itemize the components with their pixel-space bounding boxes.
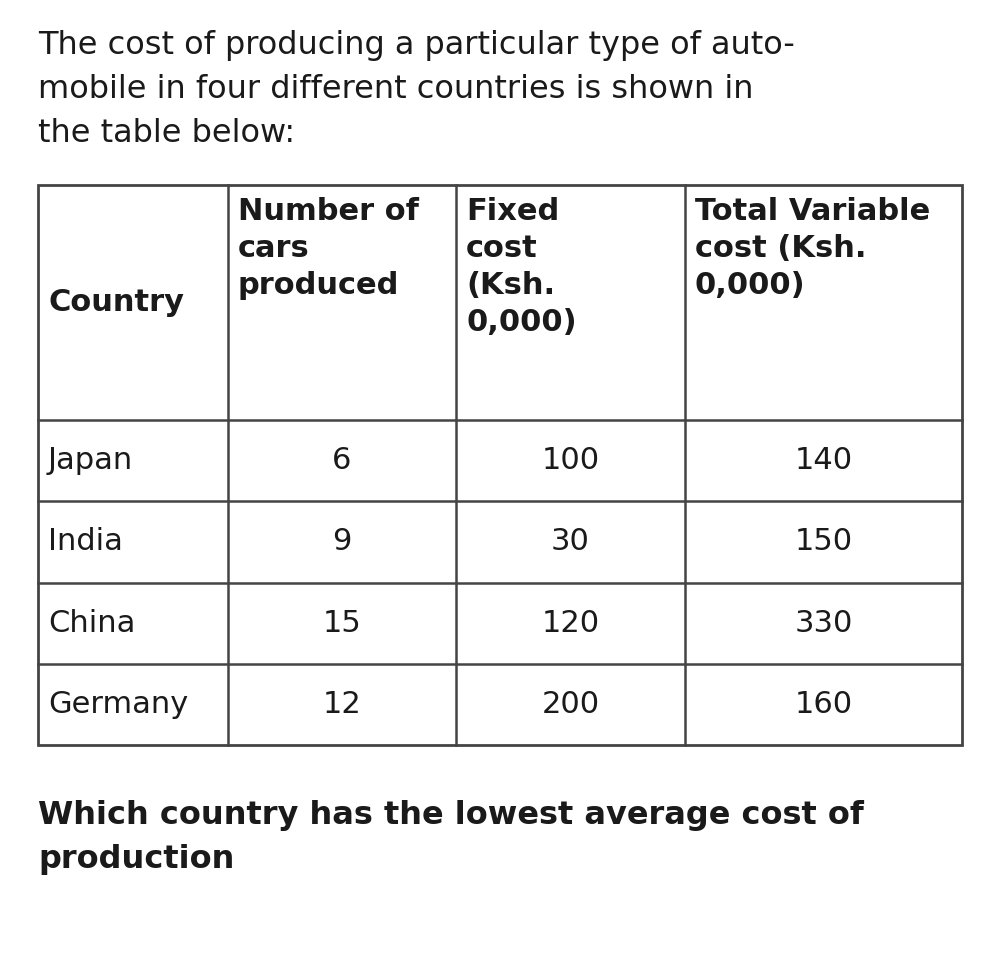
Text: 200: 200	[541, 690, 600, 719]
Text: Country: Country	[48, 288, 184, 317]
Text: 330: 330	[794, 609, 853, 638]
Text: Germany: Germany	[48, 690, 188, 719]
Text: 150: 150	[794, 527, 852, 556]
Text: 160: 160	[794, 690, 852, 719]
Text: 30: 30	[551, 527, 590, 556]
Text: 100: 100	[541, 446, 600, 475]
Text: The cost of producing a particular type of auto-
mobile in four different countr: The cost of producing a particular type …	[38, 30, 795, 150]
Text: India: India	[48, 527, 123, 556]
Text: Which country has the lowest average cost of
production: Which country has the lowest average cos…	[38, 800, 864, 875]
Text: 9: 9	[332, 527, 352, 556]
Text: China: China	[48, 609, 135, 638]
Text: Fixed
cost
(Ksh.
0,000): Fixed cost (Ksh. 0,000)	[466, 197, 577, 337]
Text: 140: 140	[794, 446, 852, 475]
Text: Total Variable
cost (Ksh.
0,000): Total Variable cost (Ksh. 0,000)	[695, 197, 930, 300]
Bar	[38, 185, 962, 745]
Text: 120: 120	[541, 609, 600, 638]
Text: 15: 15	[323, 609, 361, 638]
Text: Number of
cars
produced: Number of cars produced	[238, 197, 419, 300]
Text: 6: 6	[332, 446, 352, 475]
Text: Japan: Japan	[48, 446, 133, 475]
Text: 12: 12	[323, 690, 361, 719]
